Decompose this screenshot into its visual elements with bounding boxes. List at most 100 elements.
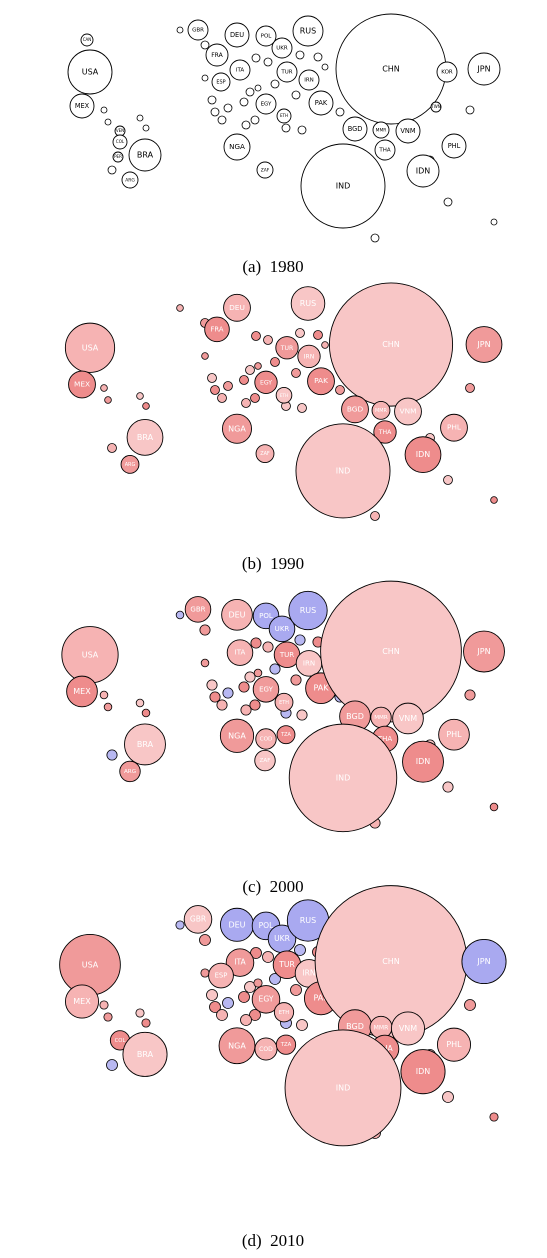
country-bubble: [467, 52, 501, 86]
small-bubble: [238, 681, 250, 693]
small-bubble: [295, 328, 305, 338]
country-bubble: [252, 676, 280, 703]
country-label: COL: [116, 139, 125, 144]
country-label: BRA: [137, 433, 154, 442]
small-bubble: [222, 997, 234, 1009]
small-bubble: [370, 233, 380, 243]
country-bubble: [120, 454, 140, 474]
country-bubble: [80, 33, 94, 47]
country-bubble: [297, 344, 321, 369]
country-label: FRA: [211, 325, 224, 333]
small-bubble: [244, 981, 256, 993]
country-bubble: [271, 37, 293, 59]
country-label: ETH: [279, 1010, 290, 1016]
small-bubble: [135, 698, 145, 708]
country-label: ARG: [125, 178, 135, 184]
small-bubble: [464, 999, 476, 1011]
country-label: PHL: [446, 730, 462, 739]
small-bubble: [107, 165, 117, 175]
small-bubble: [141, 708, 151, 718]
country-bubble: [119, 760, 141, 783]
small-bubble: [335, 107, 345, 117]
country-bubble: [288, 723, 398, 833]
country-label: PAK: [313, 684, 329, 693]
small-bubble: [263, 57, 273, 67]
country-bubble: [112, 151, 124, 163]
country-label: POL: [259, 611, 273, 620]
country-bubble: [436, 61, 458, 83]
small-bubble: [103, 702, 113, 712]
country-bubble: [184, 596, 212, 623]
small-bubble: [321, 341, 329, 349]
country-bubble: [461, 938, 507, 985]
country-bubble: [308, 90, 334, 116]
small-bubble: [199, 934, 211, 946]
country-label: IDN: [416, 450, 431, 459]
country-bubble: [276, 61, 298, 83]
small-bubble: [250, 393, 260, 403]
small-bubble: [296, 1019, 308, 1031]
small-bubble: [201, 352, 209, 360]
small-bubble: [100, 384, 108, 392]
small-bubble: [210, 107, 220, 117]
small-bubble: [107, 443, 117, 453]
country-label: DEU: [228, 610, 245, 619]
small-bubble: [370, 511, 380, 521]
small-bubble: [442, 1091, 454, 1103]
country-label: UKR: [274, 934, 291, 943]
small-bubble: [241, 398, 251, 408]
country-label: USA: [82, 650, 99, 659]
country-label: IDN: [416, 1067, 431, 1076]
country-bubble: [251, 985, 281, 1014]
country-bubble: [440, 413, 468, 442]
small-bubble: [250, 115, 260, 125]
country-bubble: [328, 282, 454, 407]
country-bubble: [288, 590, 328, 631]
country-label: IDN: [416, 757, 431, 766]
country-label: CHN: [382, 957, 400, 966]
country-label: ARG: [125, 462, 136, 468]
small-bubble: [254, 84, 262, 92]
country-label: COD: [260, 737, 273, 743]
small-bubble: [106, 1059, 118, 1071]
country-bubble: [64, 984, 100, 1019]
country-bubble: [208, 962, 234, 989]
country-bubble: [223, 293, 251, 322]
country-label: RUS: [300, 916, 317, 925]
small-bubble: [240, 704, 252, 716]
small-bubble: [490, 496, 498, 504]
country-label: IND: [336, 182, 351, 191]
country-label: CAN: [83, 37, 92, 42]
small-bubble: [207, 373, 217, 383]
country-label: THA: [378, 148, 390, 154]
country-bubble: [371, 400, 391, 420]
country-bubble: [121, 171, 139, 189]
country-label: IND: [336, 1083, 351, 1092]
small-bubble: [490, 218, 498, 226]
country-bubble: [256, 161, 274, 179]
country-label: CHN: [382, 340, 400, 349]
small-bubble: [104, 396, 112, 404]
small-bubble: [104, 118, 112, 126]
country-bubble: [224, 22, 250, 48]
small-bubble: [175, 610, 185, 620]
small-bubble: [465, 383, 475, 393]
country-bubble: [124, 723, 166, 766]
country-label: IRN: [302, 968, 315, 977]
country-bubble: [404, 436, 442, 474]
country-bubble: [298, 69, 320, 91]
country-label: DEU: [230, 31, 244, 39]
country-bubble: [406, 154, 440, 188]
small-bubble: [206, 989, 218, 1001]
small-bubble: [291, 368, 301, 378]
small-bubble: [240, 1014, 252, 1026]
country-bubble: [204, 316, 230, 343]
country-label: BGD: [346, 1022, 364, 1031]
country-label: VNM: [399, 714, 417, 723]
small-bubble: [245, 87, 255, 97]
small-bubble: [209, 691, 221, 703]
country-bubble: [255, 93, 277, 115]
small-bubble: [290, 674, 302, 686]
small-bubble: [136, 114, 144, 122]
